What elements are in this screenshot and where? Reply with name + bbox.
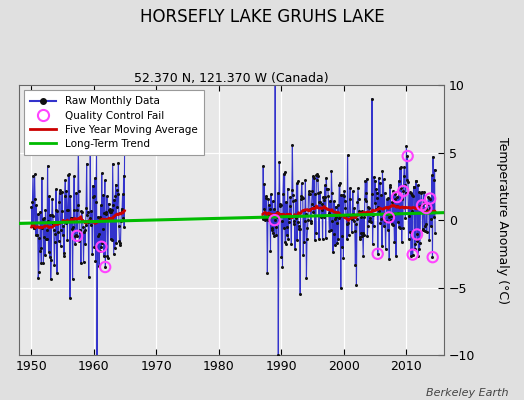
Point: [393, 194, 401, 200]
Point: [97, 244, 106, 250]
Y-axis label: Temperature Anomaly (°C): Temperature Anomaly (°C): [496, 136, 509, 304]
Point: [385, 214, 393, 220]
Point: [409, 252, 417, 258]
Point: [403, 153, 412, 159]
Point: [399, 188, 408, 194]
Point: [270, 217, 279, 223]
Point: [374, 251, 382, 257]
Title: 52.370 N, 121.370 W (Canada): 52.370 N, 121.370 W (Canada): [134, 72, 329, 85]
Point: [429, 254, 437, 260]
Legend: Raw Monthly Data, Quality Control Fail, Five Year Moving Average, Long-Term Tren: Raw Monthly Data, Quality Control Fail, …: [24, 90, 204, 155]
Point: [426, 195, 434, 202]
Point: [422, 205, 431, 211]
Text: Berkeley Earth: Berkeley Earth: [426, 388, 508, 398]
Point: [413, 231, 421, 238]
Point: [418, 202, 426, 208]
Point: [73, 233, 81, 239]
Point: [101, 264, 110, 270]
Text: HORSEFLY LAKE GRUHS LAKE: HORSEFLY LAKE GRUHS LAKE: [140, 8, 384, 26]
